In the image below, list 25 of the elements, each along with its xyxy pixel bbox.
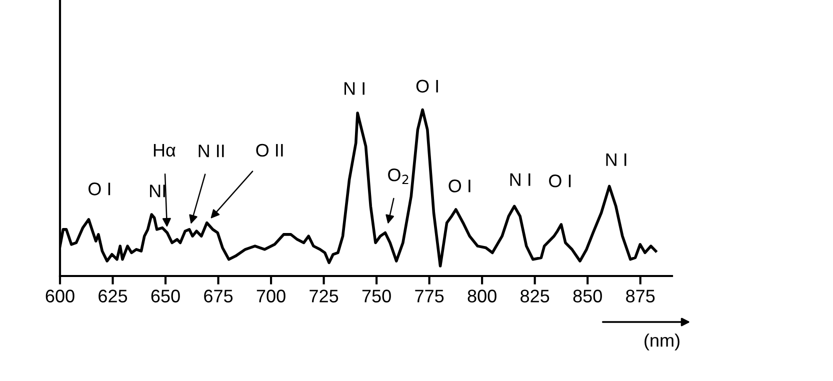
annotation: NI	[150, 184, 165, 198]
x-tick-label: 875	[626, 290, 655, 302]
x-axis-title: (nm)	[644, 334, 680, 350]
annotation: O I	[448, 180, 470, 192]
annotation: O I	[416, 80, 438, 93]
x-tick-label: 800	[468, 290, 496, 302]
x-tick-label: 675	[204, 290, 233, 302]
annotation: O I	[549, 174, 571, 188]
annotation: Hα	[154, 144, 176, 157]
x-tick-label: 725	[310, 290, 338, 302]
annotation: N II	[198, 144, 224, 158]
annotation: O I	[88, 182, 110, 196]
annotation: N I	[606, 153, 626, 166]
x-tick-label: 750	[362, 290, 391, 302]
x-tick-label: 825	[520, 290, 550, 302]
annotation: O II	[256, 144, 283, 157]
x-tick-label: 650	[151, 290, 180, 302]
annotation: N I	[510, 173, 530, 186]
annotation: N I	[344, 82, 364, 95]
x-tick-label: 775	[415, 290, 444, 302]
x-tick-label: 850	[573, 290, 602, 302]
annotation: O$_{2}$	[388, 168, 408, 184]
x-tick-label: 700	[256, 290, 286, 302]
x-tick-label: 600	[46, 290, 74, 302]
x-tick-label: 625	[98, 290, 128, 302]
